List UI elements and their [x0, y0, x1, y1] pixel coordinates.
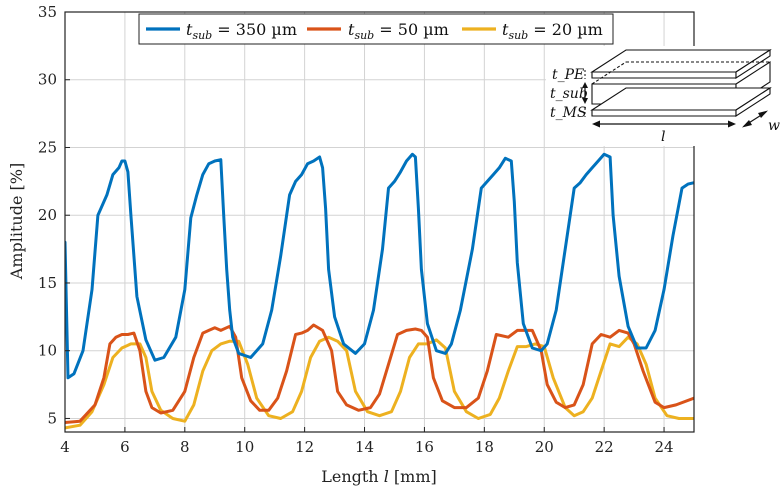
inset-arrowhead-sub-bottom — [582, 98, 588, 104]
x-tick-label: 4 — [60, 438, 70, 456]
y-tick-label: 35 — [38, 3, 57, 21]
x-axis-ticks: 4 6 8 10 12 14 16 18 20 22 24 — [60, 427, 674, 456]
legend-label-50: tsub = 50 µm — [348, 20, 449, 42]
inset-arrowhead-length-right — [728, 120, 736, 128]
x-tick-label: 6 — [120, 438, 130, 456]
x-tick-label: 14 — [355, 438, 374, 456]
legend-box — [138, 13, 614, 45]
x-tick-label: 22 — [595, 438, 614, 456]
y-tick-label: 10 — [38, 342, 57, 360]
inset-arrowhead-width-a — [742, 120, 752, 128]
series-line-2 — [65, 335, 694, 430]
x-tick-label: 10 — [235, 438, 254, 456]
x-tick-label: 12 — [295, 438, 314, 456]
inset-label-width: w — [768, 118, 780, 134]
inset-label-ms: t_MS — [550, 105, 587, 121]
x-tick-label: 20 — [535, 438, 554, 456]
layer-stack-inset: t_PE t_sub t_MS l w — [546, 46, 782, 146]
inset-arrowhead-length-left — [592, 120, 600, 128]
legend-label-20: tsub = 20 µm — [502, 20, 603, 42]
inset-layer-ms — [590, 86, 772, 118]
series-line-1 — [65, 323, 694, 424]
y-axis-ticks: 5 10 15 20 25 30 35 — [38, 3, 70, 427]
x-axis-title: Length l [mm] — [321, 467, 437, 486]
y-tick-label: 25 — [38, 138, 57, 156]
x-tick-label: 24 — [655, 438, 674, 456]
inset-label-sub: t_sub — [550, 86, 588, 102]
series-line-0 — [65, 152, 694, 380]
y-axis-title: Amplitude [%] — [7, 163, 26, 280]
inset-layer-pe — [590, 48, 772, 80]
inset-label-pe: t_PE — [552, 67, 584, 83]
inset-arrowhead-sub-top — [582, 82, 588, 88]
plot-frame — [64, 11, 695, 433]
legend-label-350: tsub = 350 µm — [186, 20, 297, 42]
y-tick-label: 30 — [38, 71, 57, 89]
series-layer — [65, 152, 694, 430]
inset-arrowhead-width-b — [758, 110, 768, 118]
x-tick-label: 18 — [475, 438, 494, 456]
x-tick-label: 8 — [180, 438, 190, 456]
x-tick-label: 16 — [415, 438, 434, 456]
legend: tsub = 350 µm tsub = 50 µm tsub = 20 µm — [138, 13, 614, 45]
y-tick-label: 5 — [47, 409, 57, 427]
inset-label-length: l — [661, 129, 665, 145]
y-tick-label: 20 — [38, 206, 57, 224]
y-tick-label: 15 — [38, 274, 57, 292]
